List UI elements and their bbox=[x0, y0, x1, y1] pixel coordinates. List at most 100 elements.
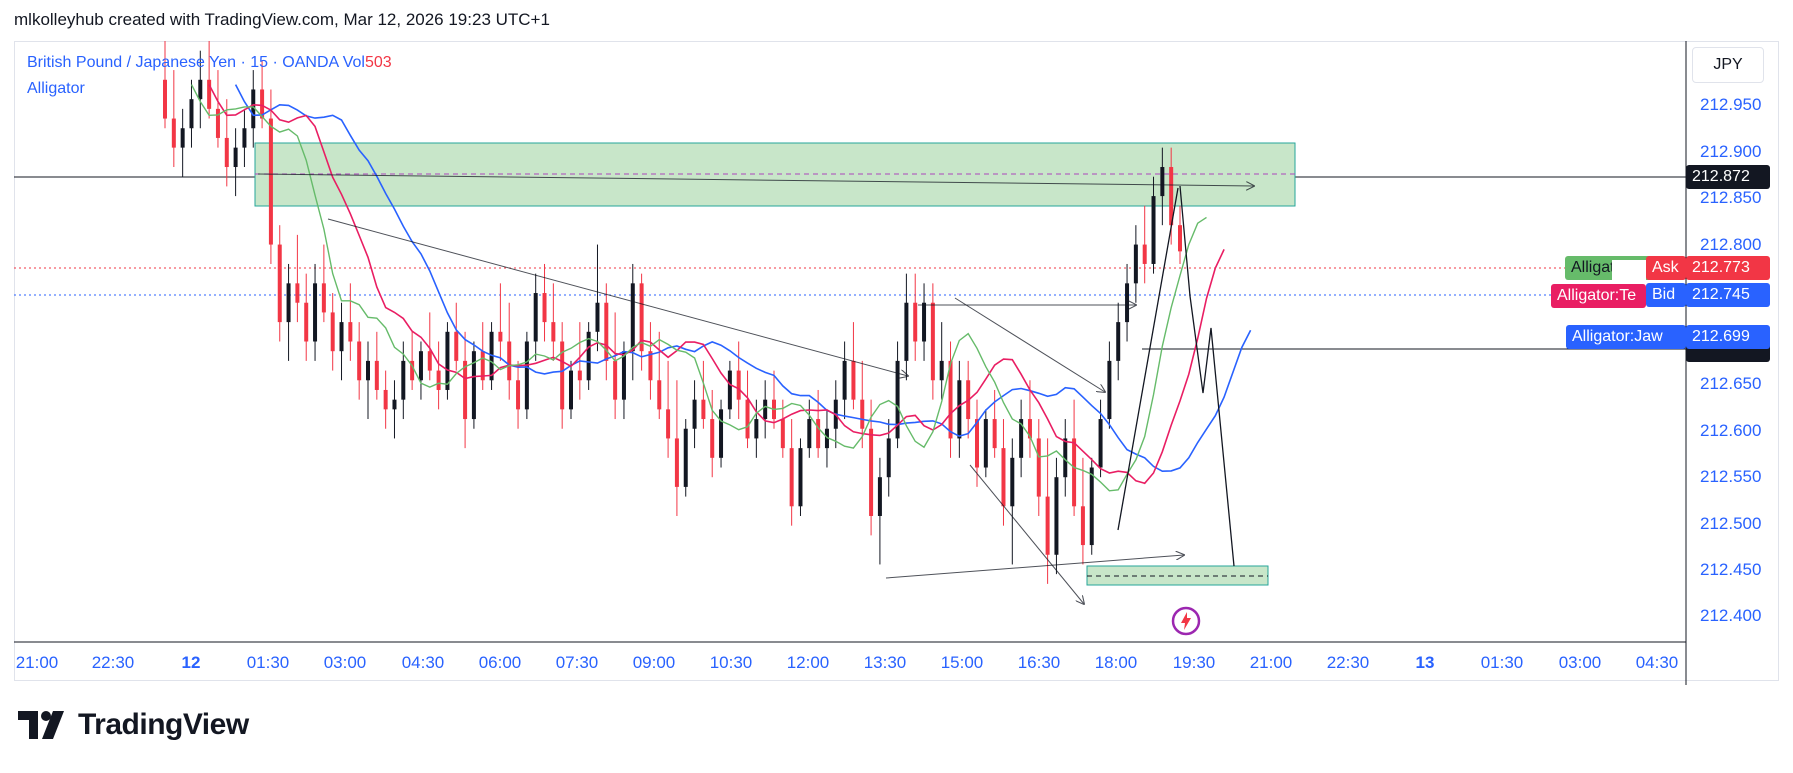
y-tick-label: 212.900 bbox=[1700, 142, 1761, 161]
candle-body bbox=[410, 360, 415, 381]
candle-body bbox=[551, 322, 556, 342]
candle-body bbox=[975, 419, 979, 468]
candle-body bbox=[268, 118, 273, 245]
candle-body bbox=[1125, 283, 1130, 323]
candle-body bbox=[1072, 438, 1077, 507]
alligator-jaw-line bbox=[234, 84, 1252, 473]
x-tick-label: 01:30 bbox=[1481, 653, 1524, 672]
candle-body bbox=[621, 351, 626, 400]
candle-body bbox=[1054, 477, 1059, 555]
candle-body bbox=[586, 331, 591, 381]
candle-body bbox=[577, 370, 582, 381]
y-tick-label: 212.550 bbox=[1700, 467, 1761, 486]
x-tick-label: 12:00 bbox=[787, 653, 830, 672]
ask-label: Ask bbox=[1646, 256, 1686, 280]
last-price-label: 212.872 bbox=[1686, 165, 1770, 189]
candle-body bbox=[895, 360, 900, 439]
candle-body bbox=[869, 428, 874, 516]
candle-body bbox=[542, 293, 547, 323]
candle-body bbox=[224, 137, 229, 168]
candle-body bbox=[374, 360, 379, 390]
candle-body bbox=[418, 351, 423, 381]
x-tick-label: 18:00 bbox=[1095, 653, 1138, 672]
symbol-legend[interactable]: British Pound / Japanese Yen · 15 · OAND… bbox=[27, 54, 392, 72]
indicator-legend[interactable]: Alligator bbox=[27, 80, 85, 97]
candle-body bbox=[719, 409, 724, 458]
tradingview-logo[interactable]: TradingView bbox=[18, 708, 249, 742]
x-tick-label: 04:30 bbox=[402, 653, 445, 672]
y-tick-label: 212.600 bbox=[1700, 421, 1761, 440]
candle-body bbox=[215, 108, 220, 138]
candle-body bbox=[1010, 457, 1015, 507]
x-tick-label: 19:30 bbox=[1173, 653, 1216, 672]
x-tick-label: 22:30 bbox=[92, 653, 135, 672]
price-chart[interactable]: 212.950 212.900 212.850 212.800 212.650 212.6… bbox=[0, 0, 1793, 700]
candle-body bbox=[445, 331, 450, 390]
candle-body bbox=[1089, 467, 1094, 546]
x-tick-label: 21:00 bbox=[1250, 653, 1293, 672]
candle-body bbox=[313, 283, 318, 342]
y-tick-label: 212.850 bbox=[1700, 188, 1761, 207]
bid-price-label: 212.745 bbox=[1686, 283, 1770, 307]
candle-body bbox=[692, 399, 697, 429]
candle-body bbox=[754, 419, 759, 439]
candle-body bbox=[366, 360, 370, 381]
candle-body bbox=[233, 147, 238, 168]
candle-body bbox=[798, 448, 803, 507]
candle-body bbox=[877, 477, 882, 516]
candle-body bbox=[533, 293, 538, 342]
flash-icon[interactable] bbox=[1171, 606, 1201, 636]
candle-body bbox=[1036, 438, 1041, 497]
chart-frame[interactable] bbox=[14, 41, 1779, 681]
candle-body bbox=[657, 380, 662, 410]
impulse-line bbox=[1117, 187, 1179, 531]
x-tick-label: 03:00 bbox=[1559, 653, 1602, 672]
candle-body bbox=[1116, 322, 1121, 361]
candle-body bbox=[171, 118, 176, 148]
candle-body bbox=[683, 428, 688, 487]
candle-body bbox=[930, 302, 935, 381]
candle-body bbox=[1151, 196, 1156, 264]
candle-body bbox=[674, 438, 679, 487]
candle-body bbox=[913, 302, 918, 342]
candle-body bbox=[648, 351, 653, 381]
candle-body bbox=[498, 331, 503, 342]
candle-body bbox=[163, 79, 167, 119]
candle-body bbox=[516, 380, 521, 410]
candle-body bbox=[1160, 167, 1165, 197]
candle-body bbox=[1045, 496, 1050, 555]
candle-body bbox=[948, 360, 953, 439]
candle-body bbox=[569, 370, 573, 410]
candle-body bbox=[860, 399, 865, 429]
x-tick-label: 10:30 bbox=[710, 653, 753, 672]
candle-body bbox=[727, 370, 732, 410]
candle-body bbox=[260, 89, 265, 119]
candle-body bbox=[639, 283, 644, 352]
candle-body bbox=[904, 302, 909, 361]
drawn-arrow-supply bbox=[257, 173, 1254, 186]
candle-body bbox=[983, 419, 988, 468]
candle-body bbox=[242, 128, 247, 148]
candle-body bbox=[736, 370, 741, 400]
x-tick-label: 09:00 bbox=[633, 653, 676, 672]
candle-body bbox=[286, 283, 291, 323]
candle-body bbox=[1080, 506, 1085, 546]
candle-body bbox=[922, 302, 927, 342]
candle-body bbox=[807, 419, 812, 449]
candle-body bbox=[321, 283, 326, 313]
candle-body bbox=[507, 341, 512, 381]
candle-body bbox=[330, 312, 335, 352]
y-tick-label: 212.450 bbox=[1700, 560, 1761, 579]
candle-body bbox=[198, 79, 203, 100]
x-tick-label: 16:30 bbox=[1018, 653, 1061, 672]
alligator-teeth-label: Alligator:Te bbox=[1551, 284, 1646, 308]
alligator-teeth-line bbox=[208, 84, 1225, 485]
x-tick-label: 07:30 bbox=[556, 653, 599, 672]
candle-body bbox=[816, 419, 821, 449]
currency-selector[interactable]: JPY bbox=[1692, 47, 1764, 83]
candle-body bbox=[1178, 225, 1182, 252]
x-tick-label: 22:30 bbox=[1327, 653, 1370, 672]
candle-body bbox=[463, 360, 468, 420]
projected-path bbox=[1179, 185, 1235, 567]
publisher-line: mlkolleyhub created with TradingView.com… bbox=[14, 10, 550, 29]
